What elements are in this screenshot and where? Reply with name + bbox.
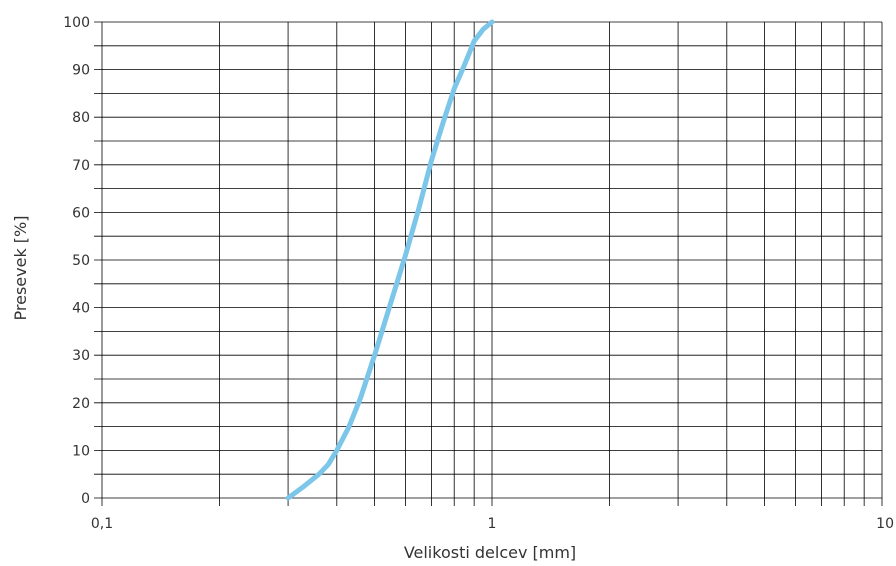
x-axis-title: Velikosti delcev [mm]: [404, 543, 576, 562]
grading-curve-line: [285, 19, 495, 501]
label-layer: Velikosti delcev [mm] Presevek [%] 0 10 20…: [11, 15, 894, 562]
x-tick-label: 1: [488, 516, 497, 532]
y-tick-label: 20: [72, 396, 90, 412]
y-tick-label: 0: [81, 491, 90, 507]
x-tick-label: 0,1: [91, 516, 113, 532]
y-tick-label: 50: [72, 253, 90, 269]
y-tick-label: 30: [72, 348, 90, 364]
y-tick-label: 10: [72, 443, 90, 459]
grid-layer: [94, 21, 883, 506]
y-tick-label: 40: [72, 301, 90, 317]
y-tick-label: 100: [63, 15, 90, 31]
curve-layer: [285, 19, 495, 501]
y-tick-label: 90: [72, 63, 90, 79]
y-tick-label: 80: [72, 110, 90, 126]
y-tick-label: 60: [72, 205, 90, 221]
y-axis-title: Presevek [%]: [11, 216, 30, 321]
x-tick-label: 10: [876, 516, 894, 532]
y-tick-label: 70: [72, 158, 90, 174]
